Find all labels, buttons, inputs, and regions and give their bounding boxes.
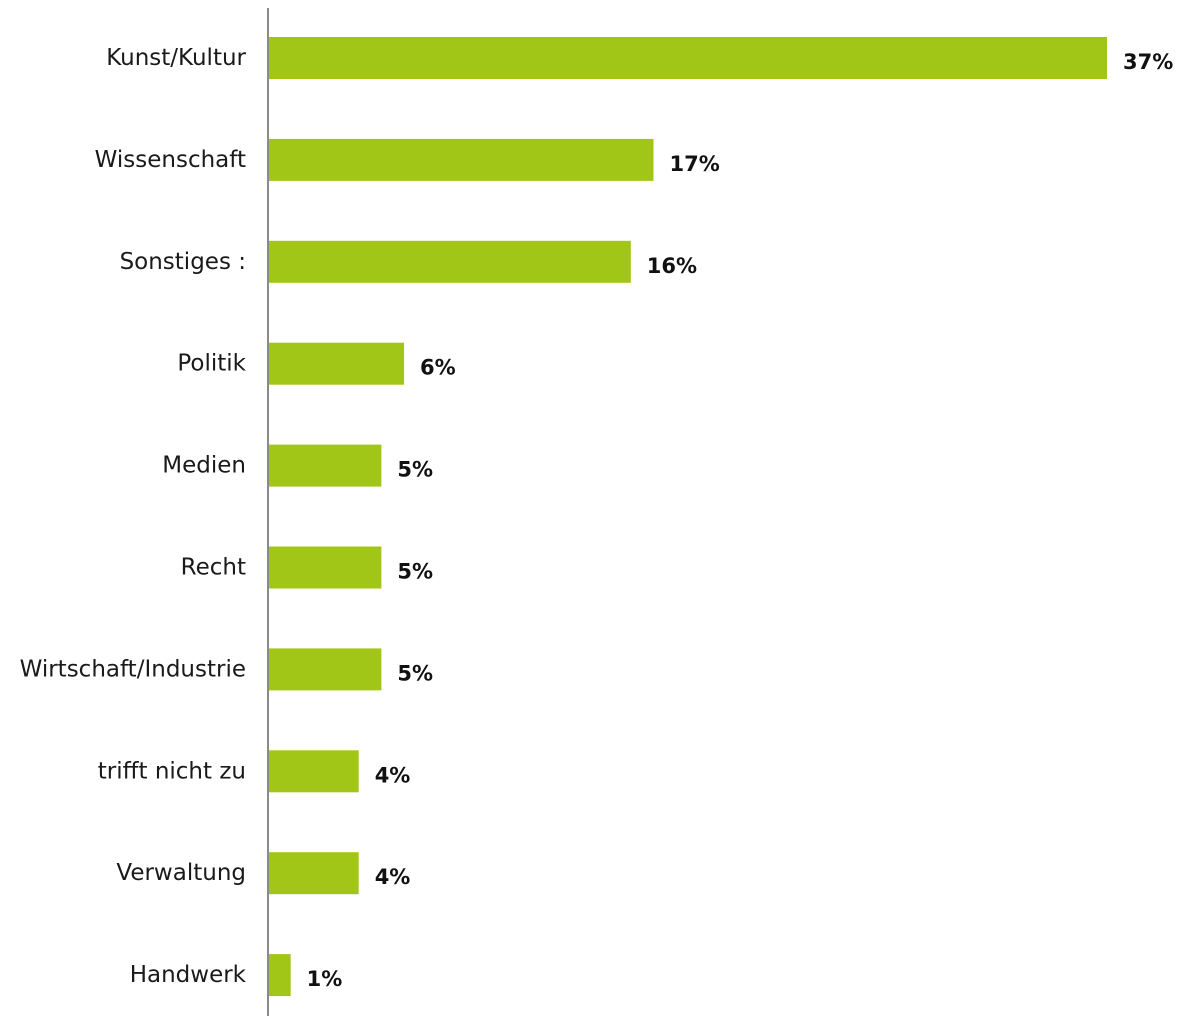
bar [269, 546, 382, 589]
bar [269, 240, 631, 283]
value-label: 5% [397, 560, 433, 584]
bar [269, 444, 382, 487]
category-labels-group: Kunst/Kultur Wissenschaft Sonstiges : Polit… [20, 45, 247, 988]
bar [269, 852, 359, 895]
category-label: trifft nicht zu [98, 758, 246, 784]
bar [269, 342, 405, 385]
value-label: 37% [1123, 50, 1173, 74]
category-label: Wissenschaft [95, 147, 246, 173]
category-label: Recht [181, 555, 246, 581]
bar [269, 138, 654, 181]
value-label: 17% [669, 152, 719, 176]
value-label: 16% [647, 254, 697, 278]
bars-group [269, 37, 1107, 997]
category-label: Sonstiges : [120, 249, 246, 275]
value-label: 5% [397, 661, 433, 685]
category-label: Verwaltung [116, 860, 246, 886]
category-label: Handwerk [130, 962, 247, 988]
category-label: Politik [177, 351, 246, 377]
category-label: Kunst/Kultur [106, 45, 246, 71]
value-label: 4% [375, 865, 411, 889]
bar [269, 750, 359, 793]
value-label: 1% [307, 967, 343, 991]
value-label: 6% [420, 356, 456, 380]
bar [269, 37, 1107, 79]
value-label: 4% [375, 763, 411, 787]
category-label: Wirtschaft/Industrie [20, 656, 246, 682]
bar [269, 954, 291, 997]
bar [269, 648, 382, 691]
value-labels-group: 37% 17% 16% 6% 5% 5% 5% 4% 4% 1% [307, 50, 1174, 991]
category-label: Medien [162, 453, 246, 479]
value-label: 5% [397, 458, 433, 482]
